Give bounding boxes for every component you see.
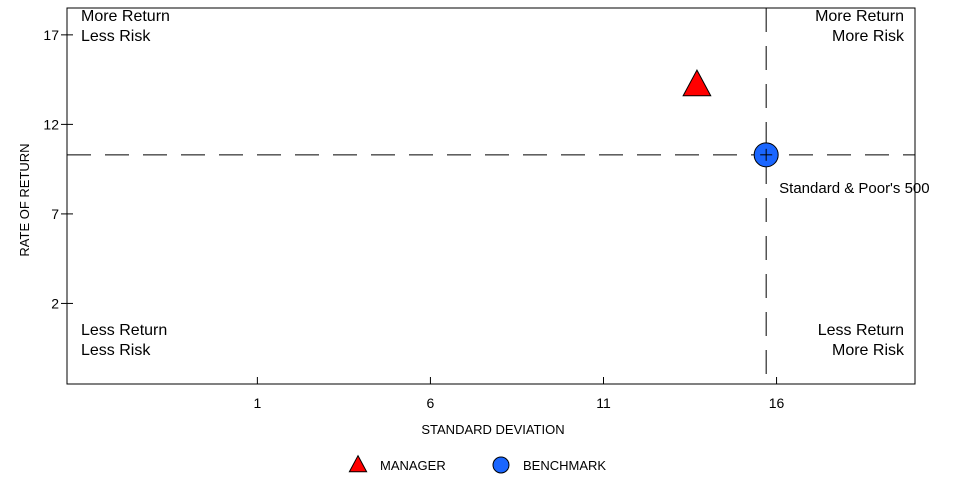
quadrant-label-bottom-right: Less Return [818,322,904,339]
legend-manager-marker [348,454,368,473]
manager-point [682,69,712,97]
x-tick-label: 1 [253,395,261,411]
quadrant-label-top-right: More Risk [832,28,905,45]
benchmark-point-label: Standard & Poor's 500 [779,180,929,197]
y-tick-label: 7 [51,206,59,222]
y-axis-title: RATE OF RETURN [17,143,32,256]
quadrant-label-bottom-right: More Risk [832,342,905,359]
quadrant-label-top-right: More Return [815,8,904,25]
y-tick-label: 12 [43,116,59,132]
legend: MANAGER BENCHMARK [348,454,606,474]
quadrant-label-bottom-left: Less Risk [81,342,151,359]
x-tick-label: 11 [596,395,611,411]
x-tick-label: 16 [769,395,785,411]
quadrant-label-top-left: More Return [81,8,170,25]
y-tick-label: 17 [43,27,59,43]
y-tick-label: 2 [51,295,59,311]
x-tick-label: 6 [427,395,435,411]
quadrant-label-bottom-left: Less Return [81,322,167,339]
legend-benchmark-marker [492,456,510,474]
quadrant-label-top-left: Less Risk [81,28,151,45]
legend-benchmark-label: BENCHMARK [523,458,606,473]
legend-manager-label: MANAGER [380,458,446,473]
plot-frame [66,7,916,385]
x-axis-title: STANDARD DEVIATION [421,422,564,437]
